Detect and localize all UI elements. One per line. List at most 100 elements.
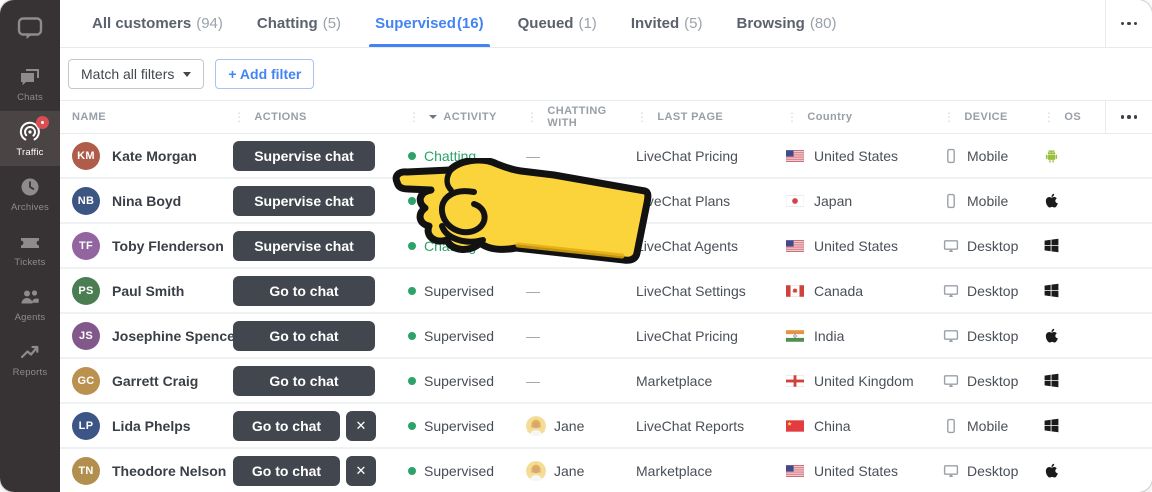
customer-name: Lida Phelps	[112, 417, 191, 434]
chatting-with-value: —	[526, 372, 540, 389]
column-header-actions[interactable]: ⋮ ACTIONS	[233, 110, 307, 124]
column-header-name[interactable]: NAME	[72, 111, 106, 123]
column-header-activity[interactable]: ⋮ ACTIVITY	[408, 110, 497, 124]
flag-japan-icon	[786, 194, 804, 207]
tab-invited[interactable]: Invited (5)	[630, 15, 703, 32]
status-dot	[408, 331, 416, 340]
notification-badge	[36, 116, 49, 129]
column-handle-icon: ⋮	[1043, 110, 1056, 124]
column-header-chatting-with[interactable]: ⋮ CHATTING WITH	[526, 105, 607, 129]
windows-icon	[1044, 373, 1059, 388]
agents-icon	[19, 286, 41, 308]
avatar: GC	[72, 366, 100, 395]
tab-browsing[interactable]: Browsing (80)	[736, 15, 837, 32]
sidebar-item-label: Traffic	[16, 147, 44, 158]
country-name: United States	[814, 237, 899, 254]
avatar: TN	[72, 456, 100, 485]
customer-name: Paul Smith	[112, 282, 185, 299]
device-label: Mobile	[967, 417, 1009, 434]
chevron-down-icon	[183, 71, 192, 77]
tab-queued[interactable]: Queued (1)	[517, 15, 597, 32]
more-options-icon	[1120, 115, 1138, 119]
chatting-with-value: —	[526, 327, 540, 344]
activity-label: Supervised	[424, 462, 495, 479]
table-row[interactable]: KM Kate Morgan Supervise chat Chatting —…	[60, 134, 1152, 179]
desktop-icon	[943, 464, 959, 477]
flag-china-icon	[786, 419, 804, 432]
columns-more-button[interactable]	[1105, 101, 1152, 133]
sidebar-item-label: Archives	[10, 202, 50, 213]
table-row[interactable]: PS Paul Smith Go to chat Supervised — Li…	[60, 269, 1152, 314]
sidebar-item-archives[interactable]: Archives	[0, 166, 60, 221]
desktop-icon	[943, 374, 959, 387]
last-page-value: LiveChat Agents	[636, 237, 738, 254]
status-dot	[408, 241, 416, 250]
status-dot	[408, 196, 416, 205]
chatting-with-value: Jane	[554, 417, 585, 434]
sidebar-item-agents[interactable]: Agents	[0, 276, 60, 331]
column-header-device[interactable]: ⋮ DEVICE	[943, 110, 1008, 124]
go-to-chat-button[interactable]: Go to chat	[233, 455, 340, 486]
column-header-country[interactable]: ⋮ Country	[786, 110, 853, 124]
avatar: JS	[72, 321, 100, 350]
traffic-icon	[19, 116, 49, 143]
activity-label: Supervised	[424, 327, 495, 344]
column-header-last-page[interactable]: ⋮ LAST PAGE	[636, 110, 724, 124]
tabs-more-button[interactable]	[1105, 0, 1152, 47]
table-row[interactable]: NB Nina Boyd Supervise chat Chatting — L…	[60, 179, 1152, 224]
flag-united-states-icon	[786, 239, 804, 252]
column-handle-icon: ⋮	[786, 110, 799, 124]
go-to-chat-button[interactable]: Go to chat	[233, 275, 375, 306]
apple-icon	[1045, 193, 1058, 208]
last-page-value: LiveChat Pricing	[636, 327, 738, 344]
go-to-chat-button[interactable]: Go to chat	[233, 320, 375, 351]
device-label: Desktop	[967, 282, 1019, 299]
activity-label: Chatting	[424, 192, 477, 209]
sidebar-item-label: Reports	[12, 367, 48, 378]
device-label: Mobile	[967, 192, 1009, 209]
table-row[interactable]: TN Theodore Nelson Go to chat ✕ Supervis…	[60, 449, 1152, 492]
go-to-chat-button[interactable]: Go to chat	[233, 410, 340, 441]
last-page-value: Marketplace	[636, 372, 713, 389]
status-dot	[408, 376, 416, 385]
tab-supervised[interactable]: Supervised (16)	[369, 0, 490, 47]
country-name: United Kingdom	[814, 372, 914, 389]
close-chat-button[interactable]: ✕	[346, 455, 376, 486]
column-handle-icon: ⋮	[233, 110, 246, 124]
tab-all-customers[interactable]: All customers (94)	[92, 15, 223, 32]
avatar: TF	[72, 231, 100, 260]
table-row[interactable]: TF Toby Flenderson Supervise chat Chatti…	[60, 224, 1152, 269]
table-row[interactable]: LP Lida Phelps Go to chat ✕ Supervised J…	[60, 404, 1152, 449]
agent-avatar	[526, 460, 546, 481]
country-name: Canada	[814, 282, 864, 299]
chatting-with-value: Jane	[554, 462, 585, 479]
activity-label: Supervised	[424, 282, 495, 299]
apple-icon	[1045, 463, 1058, 478]
avatar: NB	[72, 186, 100, 215]
supervise-chat-button[interactable]: Supervise chat	[233, 185, 375, 216]
chatting-with-value: —	[526, 237, 540, 254]
sidebar-item-tickets[interactable]: Tickets	[0, 221, 60, 276]
activity-label: Chatting	[424, 147, 477, 164]
add-filter-button[interactable]: + Add filter	[215, 59, 315, 89]
tab-chatting[interactable]: Chatting (5)	[256, 15, 342, 32]
column-handle-icon: ⋮	[526, 110, 539, 124]
flag-canada-icon	[786, 284, 804, 297]
table-row[interactable]: GC Garrett Craig Go to chat Supervised —…	[60, 359, 1152, 404]
supervise-chat-button[interactable]: Supervise chat	[233, 140, 375, 171]
sidebar-item-reports[interactable]: Reports	[0, 331, 60, 386]
go-to-chat-button[interactable]: Go to chat	[233, 365, 375, 396]
supervise-chat-button[interactable]: Supervise chat	[233, 230, 375, 261]
sidebar: Chats Traffic Archives	[0, 0, 60, 492]
windows-icon	[1044, 418, 1059, 433]
column-header-os[interactable]: ⋮ OS	[1043, 110, 1082, 124]
match-filters-dropdown[interactable]: Match all filters	[68, 59, 205, 89]
table-row[interactable]: JS Josephine Spencer Go to chat Supervis…	[60, 314, 1152, 359]
customer-name: Josephine Spencer	[112, 327, 241, 344]
sidebar-item-chats[interactable]: Chats	[0, 56, 60, 111]
last-page-value: LiveChat Pricing	[636, 147, 738, 164]
close-chat-button[interactable]: ✕	[346, 410, 376, 441]
device-label: Mobile	[967, 147, 1009, 164]
sidebar-item-traffic[interactable]: Traffic	[0, 111, 60, 166]
